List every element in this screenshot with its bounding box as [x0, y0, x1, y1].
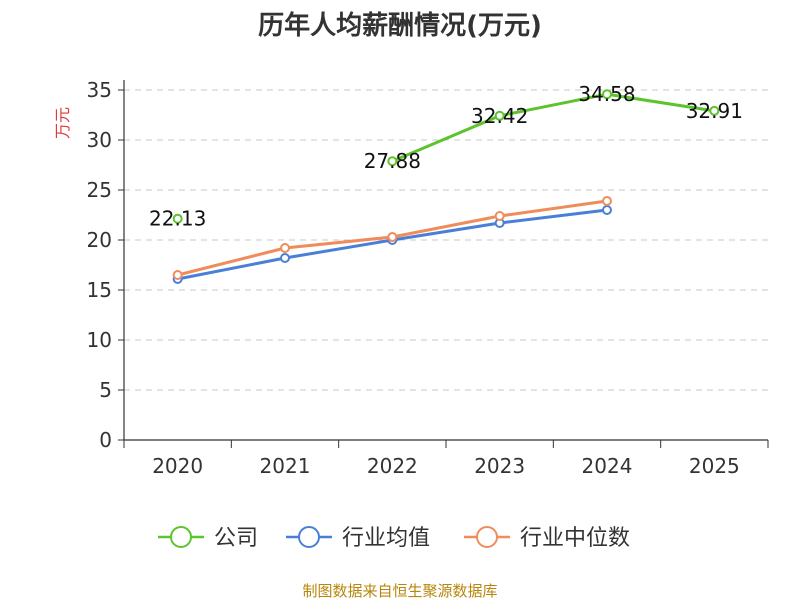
- x-tick-label: 2021: [260, 454, 311, 478]
- data-label: 22.13: [149, 207, 206, 231]
- y-tick-label: 35: [87, 78, 112, 102]
- data-label: 27.88: [364, 149, 421, 173]
- x-tick-label: 2024: [582, 454, 633, 478]
- data-point[interactable]: [494, 211, 505, 221]
- legend-item-2[interactable]: 行业均值: [286, 526, 430, 551]
- x-tick-label: 2023: [474, 454, 525, 478]
- legend[interactable]: 公司 行业均值 行业中位数: [158, 526, 630, 551]
- data-label: 32.42: [471, 104, 528, 128]
- legend-swatch-marker: [170, 526, 192, 548]
- data-label: 32.91: [686, 99, 743, 123]
- y-tick-label: 5: [99, 378, 112, 402]
- source-note: 制图数据来自恒生聚源数据库: [302, 582, 497, 600]
- x-tick-label: 2025: [689, 454, 740, 478]
- y-tick-label: 30: [87, 128, 112, 152]
- data-point[interactable]: [602, 196, 612, 206]
- legend-item-1[interactable]: 公司: [158, 526, 258, 551]
- data-point[interactable]: [387, 232, 398, 242]
- data-point[interactable]: [280, 243, 290, 253]
- data-point[interactable]: [280, 253, 290, 263]
- series-line-1: [391, 92, 715, 163]
- grid-lines: [124, 89, 768, 391]
- y-tick-label: 10: [87, 328, 112, 352]
- legend-swatch-marker: [298, 526, 320, 548]
- data-point[interactable]: [172, 213, 183, 224]
- legend-label: 行业均值: [342, 526, 430, 551]
- data-point[interactable]: [387, 156, 398, 167]
- y-tick-label: 15: [87, 278, 112, 302]
- data-point[interactable]: [494, 110, 505, 121]
- series-group: 22.13 27.88 32.42 34.58 32.91: [149, 82, 743, 284]
- legend-item-3[interactable]: 行业中位数: [464, 526, 630, 551]
- chart-title: 历年人均薪酬情况(万元): [258, 10, 542, 41]
- data-point[interactable]: [602, 89, 612, 100]
- data-point[interactable]: [172, 270, 183, 280]
- legend-label: 公司: [214, 526, 258, 551]
- data-point[interactable]: [602, 205, 612, 215]
- x-tick-label: 2022: [367, 454, 418, 478]
- y-tick-label: 0: [99, 428, 112, 452]
- data-point[interactable]: [709, 105, 720, 116]
- y-axis-label: 万元: [53, 107, 72, 139]
- y-tick-label: 20: [87, 228, 112, 252]
- legend-swatch-marker: [476, 526, 498, 548]
- legend-label: 行业中位数: [520, 526, 630, 551]
- x-tick-label: 2020: [152, 454, 203, 478]
- y-tick-label: 25: [87, 178, 112, 202]
- data-label: 34.58: [578, 82, 635, 106]
